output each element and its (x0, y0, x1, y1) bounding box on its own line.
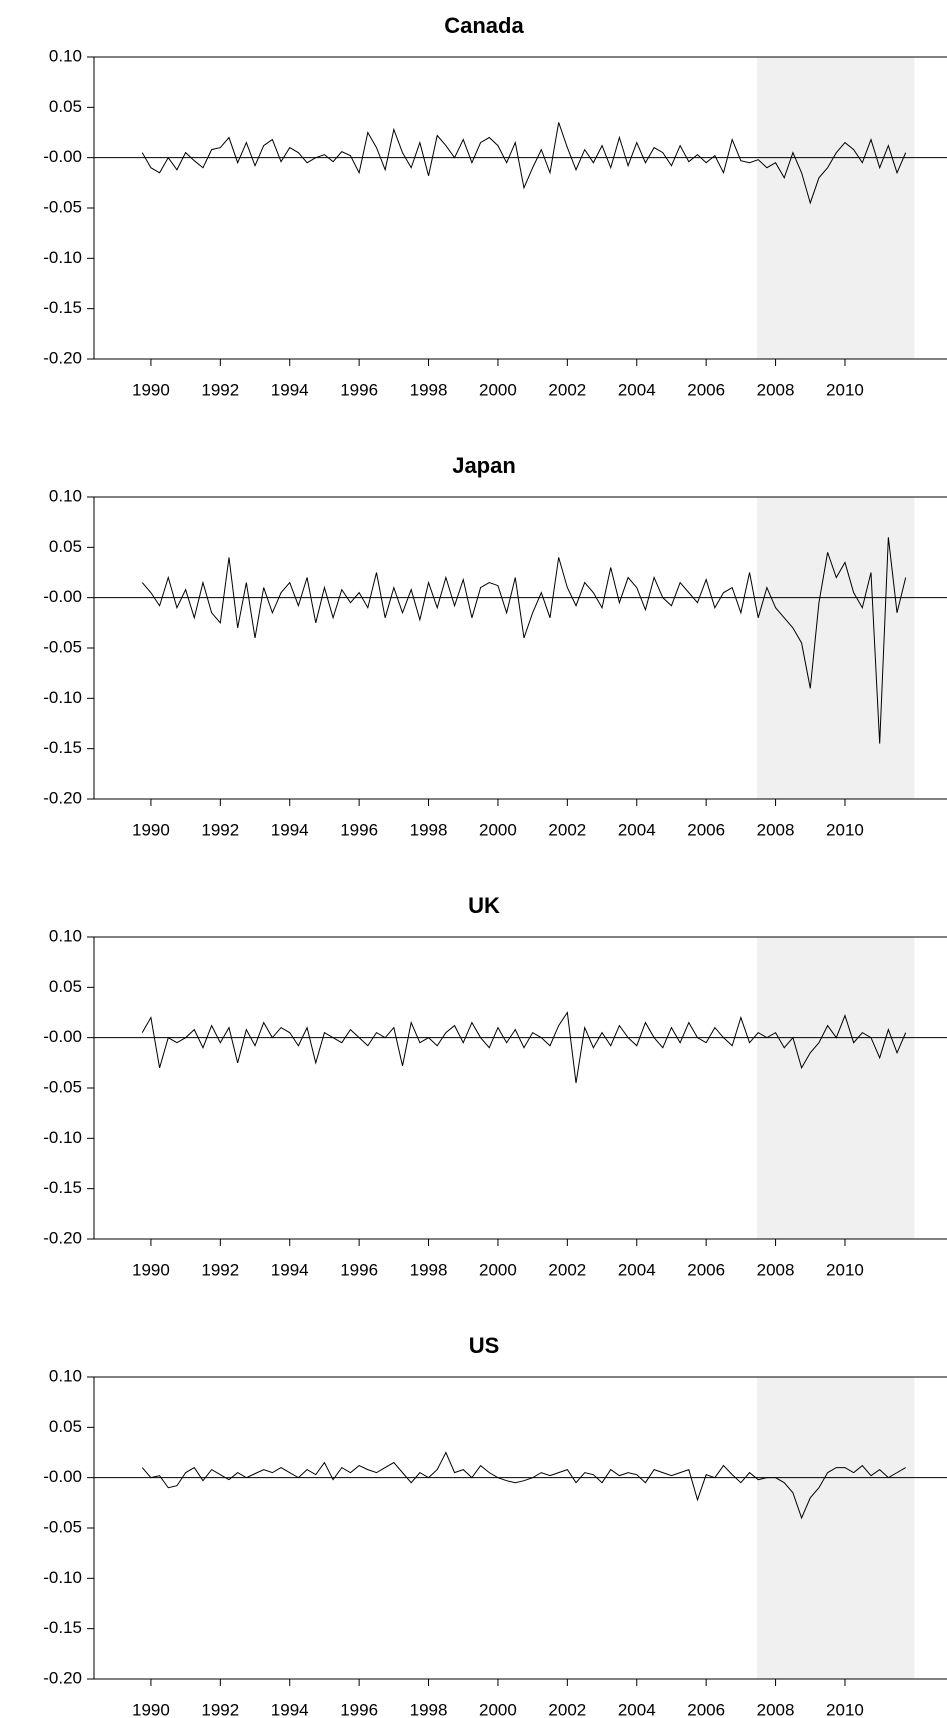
x-tick-label: 1994 (271, 1700, 309, 1718)
y-tick-label: -0.15 (43, 1618, 82, 1637)
x-tick-label: 2010 (826, 1700, 864, 1718)
x-tick-label: 2010 (826, 380, 864, 399)
y-tick-label: 0.05 (49, 97, 82, 116)
x-tick-label: 2004 (618, 1700, 656, 1718)
y-tick-label: 0.10 (49, 46, 82, 65)
y-tick-label: -0.10 (43, 1568, 82, 1587)
x-tick-label: 2002 (548, 380, 586, 399)
y-tick-label: -0.05 (43, 1517, 82, 1536)
x-tick-label: 2006 (687, 820, 725, 839)
chart-title: Canada (444, 13, 524, 38)
y-tick-label: -0.00 (43, 1027, 82, 1046)
x-tick-label: 2000 (479, 1700, 517, 1718)
chart-title: UK (468, 893, 500, 918)
y-tick-label: 0.05 (49, 977, 82, 996)
x-tick-label: 1998 (410, 1260, 448, 1279)
x-tick-label: 2008 (757, 820, 795, 839)
shaded-region (757, 937, 915, 1239)
x-tick-label: 2008 (757, 1700, 795, 1718)
x-tick-label: 1992 (201, 380, 239, 399)
shaded-region (757, 1377, 915, 1679)
chart-title: Japan (452, 453, 516, 478)
x-tick-label: 2008 (757, 380, 795, 399)
x-tick-label: 1998 (410, 820, 448, 839)
x-tick-label: 2000 (479, 1260, 517, 1279)
y-tick-label: -0.15 (43, 298, 82, 317)
x-tick-label: 1990 (132, 820, 170, 839)
x-tick-label: 1996 (340, 1700, 378, 1718)
x-tick-label: 2006 (687, 1700, 725, 1718)
y-tick-label: 0.10 (49, 1366, 82, 1385)
x-tick-label: 1996 (340, 380, 378, 399)
y-tick-label: 0.10 (49, 926, 82, 945)
y-tick-label: -0.05 (43, 1077, 82, 1096)
y-tick-label: -0.20 (43, 1668, 82, 1687)
x-tick-label: 1998 (410, 380, 448, 399)
x-tick-label: 1994 (271, 820, 309, 839)
x-tick-label: 2006 (687, 380, 725, 399)
y-tick-label: -0.00 (43, 1467, 82, 1486)
x-tick-label: 2002 (548, 820, 586, 839)
x-tick-label: 1994 (271, 1260, 309, 1279)
chart-title: US (469, 1333, 500, 1358)
x-tick-label: 2004 (618, 820, 656, 839)
x-tick-label: 2010 (826, 1260, 864, 1279)
x-tick-label: 1994 (271, 380, 309, 399)
x-tick-label: 1992 (201, 1700, 239, 1718)
x-tick-label: 2010 (826, 820, 864, 839)
data-line (141, 122, 907, 205)
x-tick-label: 2002 (548, 1260, 586, 1279)
x-tick-label: 1998 (410, 1700, 448, 1718)
x-tick-label: 2004 (618, 1260, 656, 1279)
y-tick-label: -0.10 (43, 1128, 82, 1147)
data-line (141, 537, 907, 744)
y-tick-label: -0.00 (43, 587, 82, 606)
x-tick-label: 2000 (479, 380, 517, 399)
x-tick-label: 1990 (132, 380, 170, 399)
x-tick-label: 1996 (340, 1260, 378, 1279)
y-tick-label: 0.05 (49, 537, 82, 556)
data-line (141, 1451, 906, 1520)
y-tick-label: -0.15 (43, 738, 82, 757)
x-tick-label: 2008 (757, 1260, 795, 1279)
y-tick-label: -0.20 (43, 348, 82, 367)
y-tick-label: -0.05 (43, 197, 82, 216)
shaded-region (757, 497, 915, 799)
x-tick-label: 1992 (201, 1260, 239, 1279)
y-tick-label: 0.05 (49, 1417, 82, 1436)
y-tick-label: -0.10 (43, 248, 82, 267)
x-tick-label: 2002 (548, 1700, 586, 1718)
x-tick-label: 1990 (132, 1260, 170, 1279)
x-tick-label: 1992 (201, 820, 239, 839)
y-tick-label: -0.15 (43, 1178, 82, 1197)
y-tick-label: -0.20 (43, 788, 82, 807)
x-tick-label: 2006 (687, 1260, 725, 1279)
y-tick-label: -0.20 (43, 1228, 82, 1247)
x-tick-label: 2004 (618, 380, 656, 399)
x-tick-label: 2000 (479, 820, 517, 839)
shaded-region (757, 57, 915, 359)
y-tick-label: -0.10 (43, 688, 82, 707)
x-tick-label: 1996 (340, 820, 378, 839)
y-tick-label: -0.00 (43, 147, 82, 166)
data-line (141, 1011, 907, 1084)
x-tick-label: 1990 (132, 1700, 170, 1718)
y-tick-label: -0.05 (43, 637, 82, 656)
y-tick-label: 0.10 (49, 486, 82, 505)
